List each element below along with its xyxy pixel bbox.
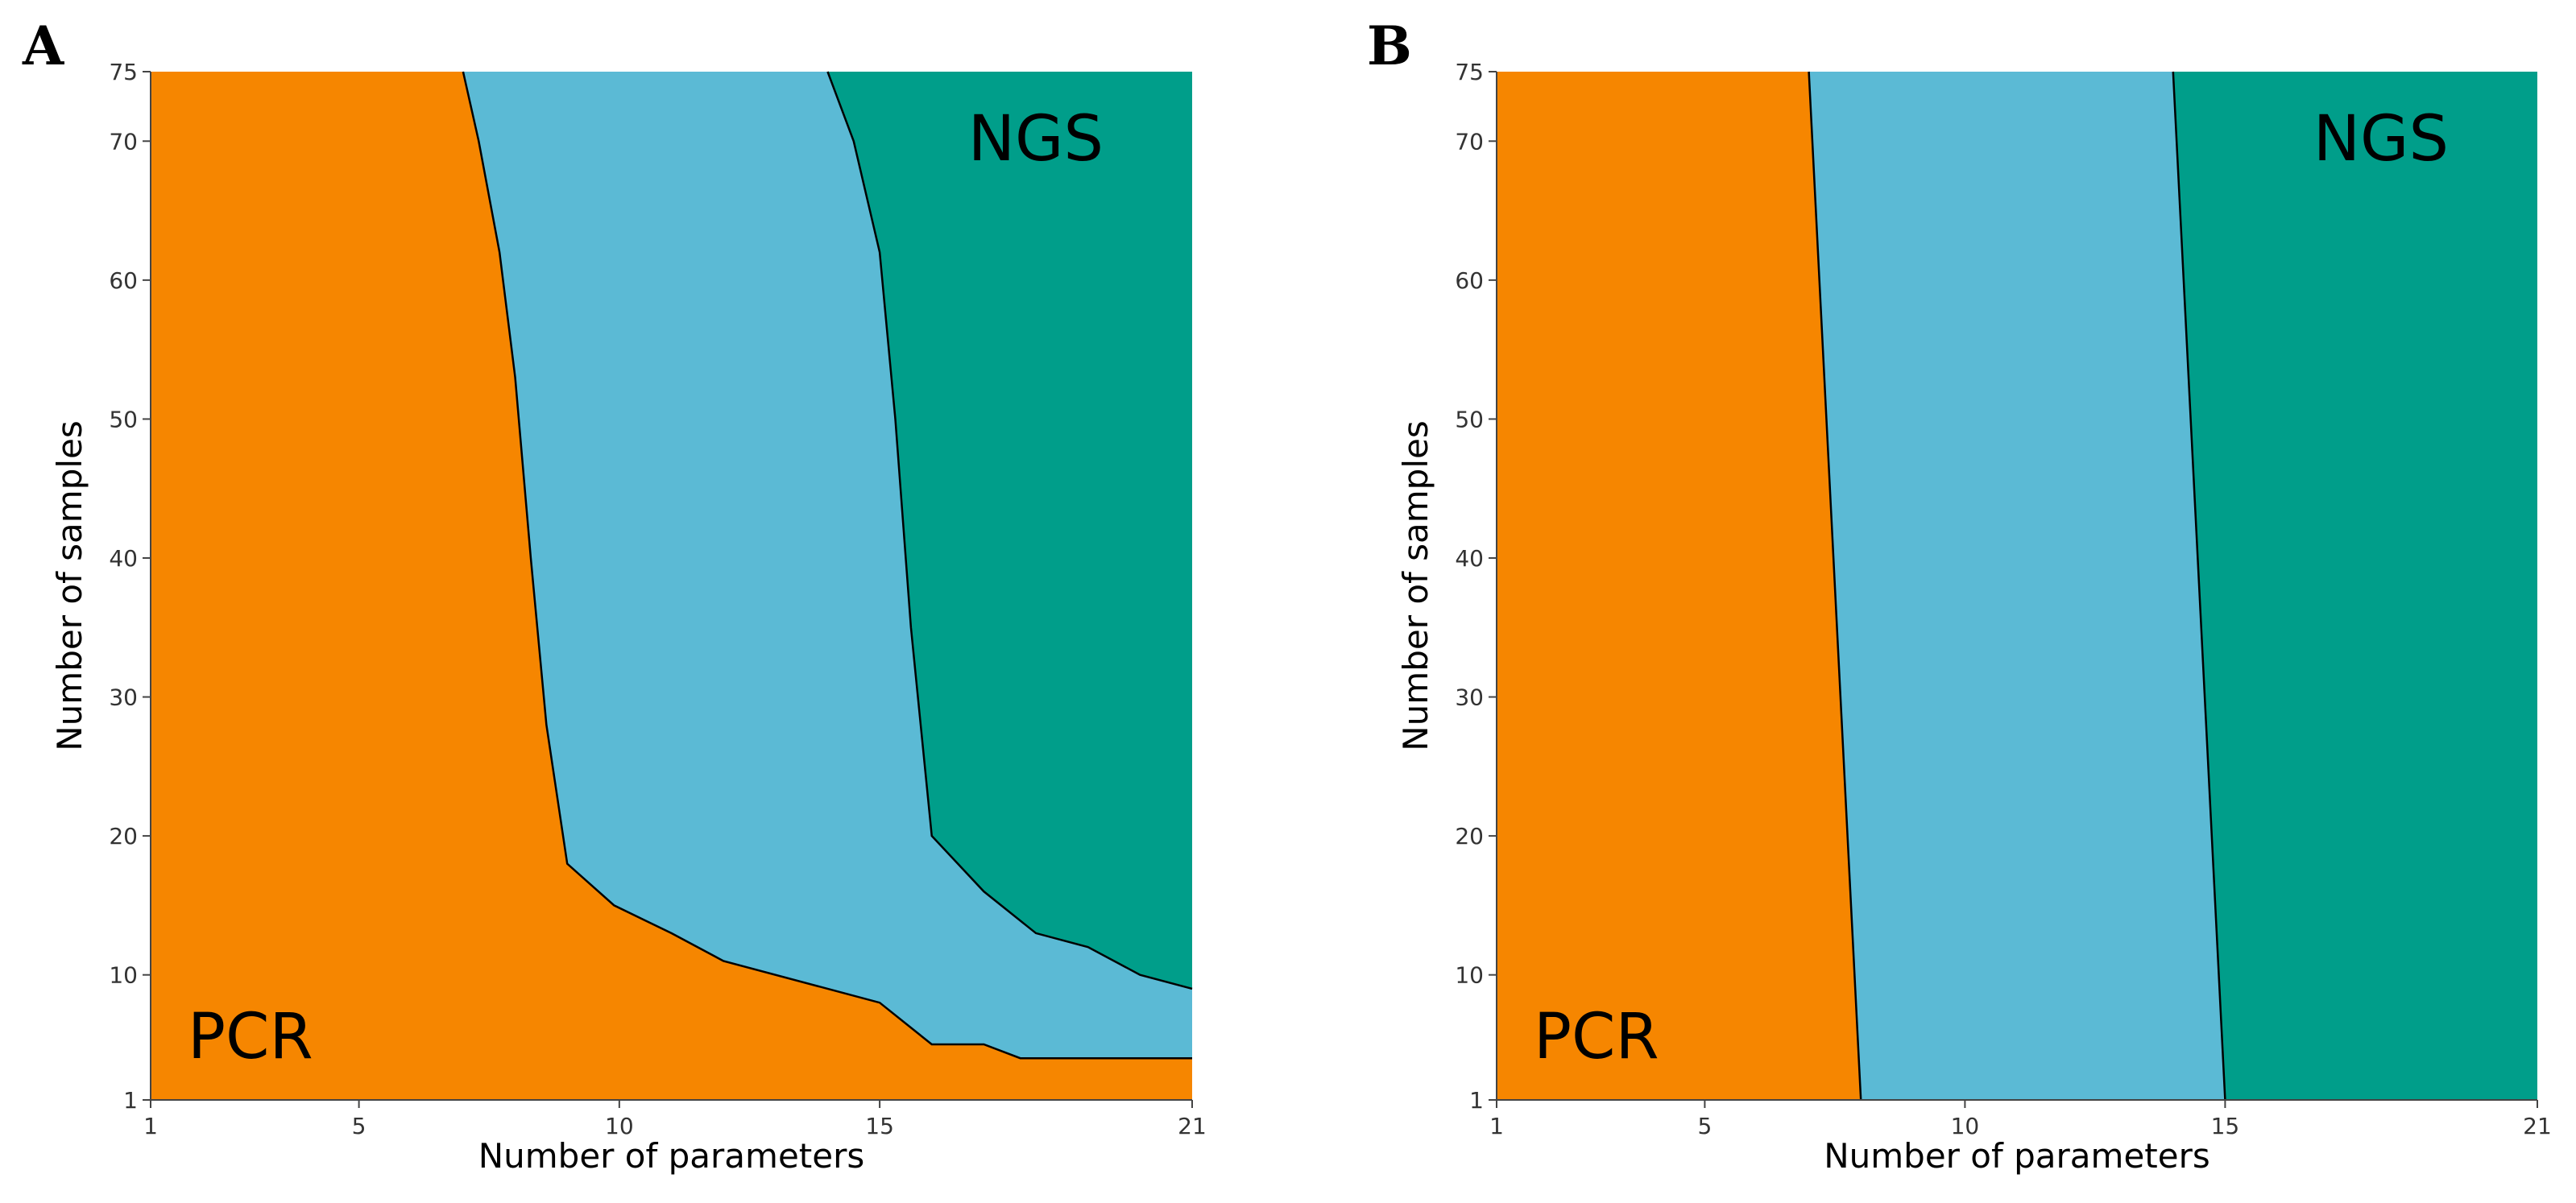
- y-tick-label: 70: [109, 128, 138, 155]
- y-tick-label: 50: [109, 406, 138, 432]
- ngs-region: [827, 72, 1192, 989]
- pcr-region: [1497, 72, 2537, 1100]
- y-tick-label: 60: [1455, 267, 1484, 294]
- y-tick-label: 60: [109, 267, 138, 294]
- x-axis-label: Number of parameters: [1824, 1136, 2210, 1176]
- panel-letter: B: [1367, 14, 1412, 77]
- x-tick-label: 1: [1489, 1113, 1504, 1139]
- ngs-label: NGS: [968, 103, 1104, 176]
- y-tick-label: 20: [1455, 823, 1484, 850]
- y-tick-label: 10: [1455, 962, 1484, 989]
- y-axis-label: Number of samples: [1396, 420, 1435, 750]
- pcr-boundary-line: [1808, 71, 1862, 1101]
- y-tick-label: 50: [1455, 406, 1484, 432]
- y-tick-label: 1: [1469, 1087, 1484, 1114]
- y-tick-label: 40: [109, 545, 138, 572]
- y-tick-label: 30: [109, 684, 138, 711]
- ngs-boundary-line: [2172, 71, 2226, 1101]
- x-tick-label: 21: [2523, 1113, 2552, 1139]
- y-tick-label: 75: [109, 59, 138, 85]
- pcr-boundary-line: [462, 71, 1192, 1060]
- x-tick-label: 15: [2211, 1113, 2240, 1139]
- x-tick-label: 21: [1178, 1113, 1207, 1139]
- x-tick-label: 5: [352, 1113, 367, 1139]
- y-tick-label: 20: [109, 823, 138, 850]
- x-tick-label: 10: [1951, 1113, 1980, 1139]
- pcr-region: [151, 72, 1192, 1100]
- y-tick-label: 10: [109, 962, 138, 989]
- y-tick-label: 75: [1455, 59, 1484, 85]
- pcr-label: PCR: [188, 1001, 313, 1073]
- y-tick-label: 40: [1455, 545, 1484, 572]
- y-tick-label: 70: [1455, 128, 1484, 155]
- pcr-label: PCR: [1534, 1001, 1659, 1073]
- y-tick-label: 1: [123, 1087, 138, 1114]
- x-tick-label: 10: [605, 1113, 634, 1139]
- ngs-label: NGS: [2313, 103, 2449, 176]
- panel-letter: A: [22, 14, 64, 77]
- x-tick-label: 5: [1697, 1113, 1712, 1139]
- y-axis-label: Number of samples: [50, 420, 89, 750]
- y-tick-label: 30: [1455, 684, 1484, 711]
- x-axis-label: Number of parameters: [478, 1136, 865, 1176]
- ngs-boundary-line: [826, 71, 1193, 990]
- ngs-region: [2172, 72, 2537, 1100]
- x-tick-label: 15: [865, 1113, 894, 1139]
- x-tick-label: 1: [143, 1113, 158, 1139]
